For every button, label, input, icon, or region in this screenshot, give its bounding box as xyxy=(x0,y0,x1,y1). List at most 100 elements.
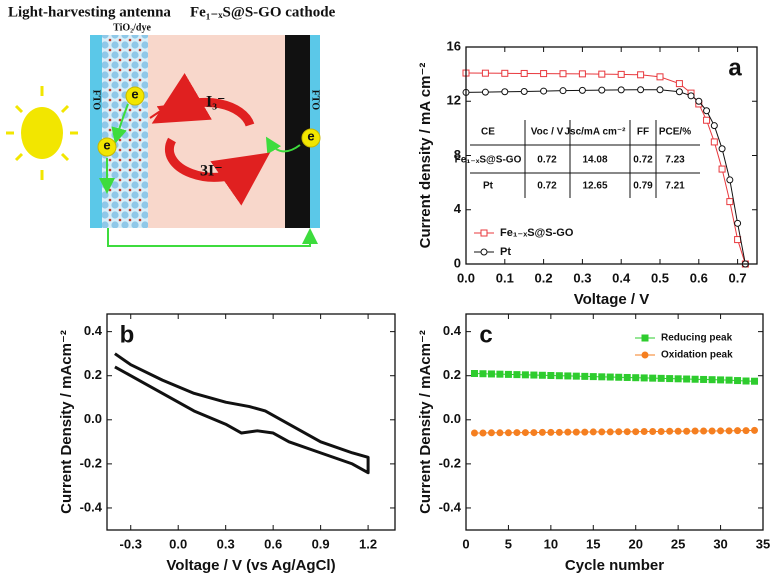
marker xyxy=(666,427,674,435)
marker xyxy=(481,69,489,77)
electron-label: e xyxy=(307,128,314,143)
series-line xyxy=(114,352,370,475)
marker xyxy=(598,70,606,78)
chart-panel: 0.0 0.1 0.2 0.3 0.4 0.5 0.6 0.7 0 4 8 12 16 Voltage /… xyxy=(417,38,758,308)
marker xyxy=(725,376,733,384)
schematic-title: Fe₁₋ₓS@S-GO cathode xyxy=(190,4,336,20)
marker xyxy=(564,428,572,436)
x-tick-label: 0.9 xyxy=(312,536,330,551)
marker xyxy=(675,88,683,96)
marker xyxy=(606,428,614,436)
marker xyxy=(708,427,716,435)
legend-marker xyxy=(641,334,649,342)
table-header: Voc / V xyxy=(531,127,564,138)
schematic-title: Light-harvesting antenna xyxy=(8,4,171,20)
legend-label: Oxidation peak xyxy=(661,350,733,361)
marker xyxy=(521,371,529,379)
x-tick-label: 0.0 xyxy=(169,536,187,551)
marker xyxy=(726,198,734,206)
y-tick-label: 4 xyxy=(454,201,462,216)
marker xyxy=(598,86,606,94)
marker xyxy=(606,373,614,381)
marker xyxy=(656,86,664,94)
y-tick-label: -0.4 xyxy=(80,499,103,514)
x-tick-label: 25 xyxy=(671,536,685,551)
x-tick-label: 0.1 xyxy=(496,270,514,285)
marker xyxy=(734,219,742,227)
x-tick-label: 1.2 xyxy=(359,536,377,551)
x-axis-label: Cycle number xyxy=(565,557,664,574)
panel-letter: b xyxy=(120,321,135,348)
marker xyxy=(520,69,528,77)
marker xyxy=(691,427,699,435)
y-tick-label: 8 xyxy=(454,147,461,162)
marker xyxy=(470,370,478,378)
y-tick-label: 0.0 xyxy=(84,411,102,426)
tio2-label: TiO₂/dye xyxy=(113,22,151,33)
y-tick-label: 16 xyxy=(447,38,461,53)
electron-label: e xyxy=(103,137,110,152)
table-cell: 0.72 xyxy=(537,155,557,166)
marker xyxy=(572,372,580,380)
legend-marker xyxy=(480,248,488,256)
marker xyxy=(547,371,555,379)
marker xyxy=(572,428,580,436)
marker xyxy=(674,427,682,435)
marker xyxy=(717,376,725,384)
y-axis-label: Current density / mA cm⁻² xyxy=(417,63,434,249)
redox-arrow xyxy=(149,104,170,119)
marker xyxy=(538,371,546,379)
marker xyxy=(589,373,597,381)
marker xyxy=(598,373,606,381)
marker xyxy=(649,427,657,435)
y-tick-label: 0.0 xyxy=(443,411,461,426)
marker xyxy=(695,97,703,105)
chart-panel: -0.3 0.0 0.3 0.6 0.9 1.2 -0.4 -0.2 0.0 0.2 0.4 Volt… xyxy=(58,313,396,574)
marker xyxy=(547,428,555,436)
marker xyxy=(751,426,759,434)
marker xyxy=(674,375,682,383)
marker xyxy=(623,373,631,381)
marker xyxy=(538,428,546,436)
marker xyxy=(581,372,589,380)
marker xyxy=(578,70,586,78)
x-tick-label: 0.6 xyxy=(264,536,282,551)
marker xyxy=(691,375,699,383)
marker xyxy=(742,427,750,435)
marker xyxy=(683,427,691,435)
fto-left xyxy=(90,35,102,228)
sun xyxy=(6,86,78,180)
table-cell: 0.79 xyxy=(633,181,653,192)
x-tick-label: 30 xyxy=(713,536,727,551)
x-tick-label: 0.4 xyxy=(612,270,631,285)
marker xyxy=(540,87,548,95)
redox-arrow xyxy=(164,137,271,206)
triiodide: I₃⁻ xyxy=(206,94,225,111)
electron-label: e xyxy=(131,86,138,101)
marker xyxy=(470,429,478,437)
marker xyxy=(632,374,640,382)
marker xyxy=(513,429,521,437)
legend-label: Pt xyxy=(500,246,511,258)
marker xyxy=(598,428,606,436)
marker xyxy=(687,92,695,100)
table-header: CE xyxy=(481,127,495,138)
marker xyxy=(589,428,597,436)
marker xyxy=(710,122,718,130)
marker xyxy=(501,69,509,77)
table-cell: 0.72 xyxy=(633,155,653,166)
x-tick-label: 35 xyxy=(756,536,770,551)
marker xyxy=(751,377,759,385)
marker xyxy=(487,370,495,378)
x-tick-label: 0.3 xyxy=(573,270,591,285)
marker xyxy=(683,375,691,383)
marker xyxy=(520,87,528,95)
table-header: PCE/% xyxy=(659,127,691,138)
legend-marker xyxy=(480,229,488,237)
marker xyxy=(726,176,734,184)
x-tick-label: 0.2 xyxy=(535,270,553,285)
marker xyxy=(479,429,487,437)
table-cell: Fe₁₋ₓS@S-GO xyxy=(455,155,522,166)
marker xyxy=(501,88,509,96)
x-tick-label: 0.7 xyxy=(729,270,747,285)
